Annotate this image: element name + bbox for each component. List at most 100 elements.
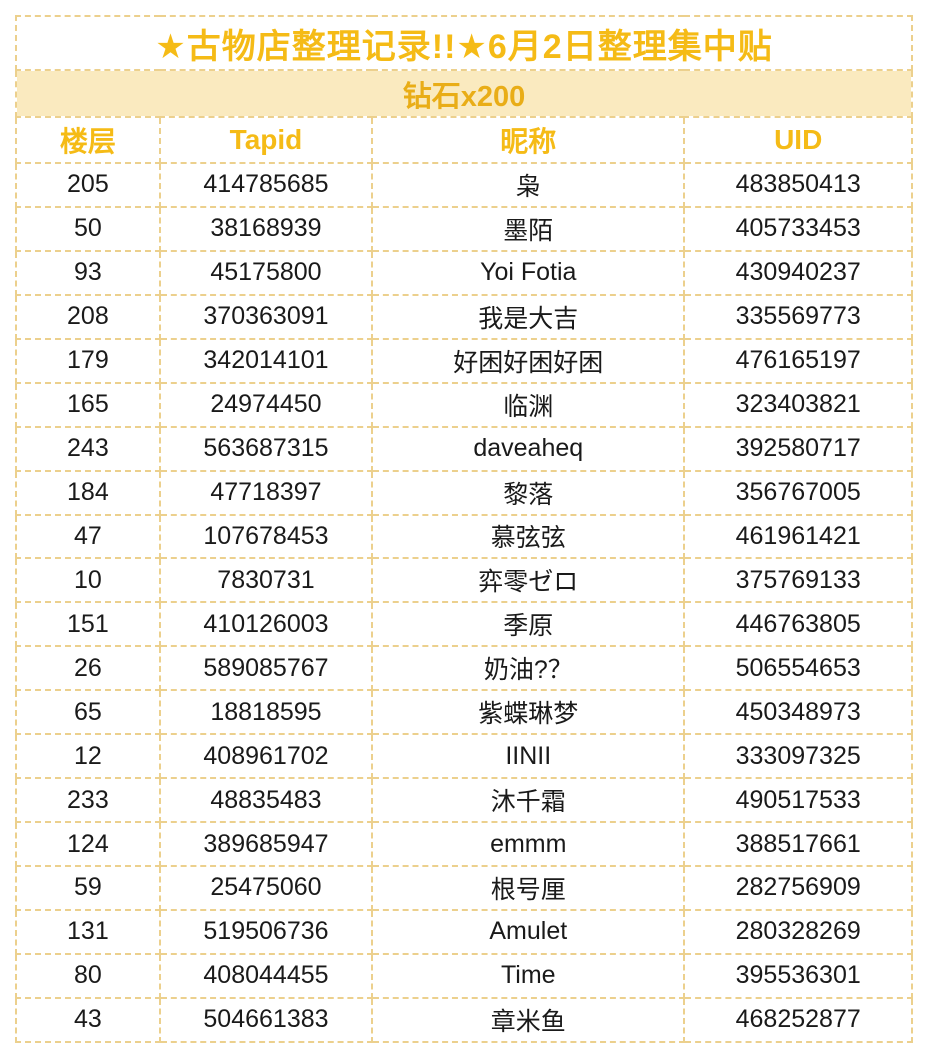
tapid-cell: 45175800 [158,249,374,296]
tapid-cell: 589085767 [158,645,374,692]
floor-cell: 93 [15,249,161,296]
uid-cell: 405733453 [683,205,913,252]
uid-cell: 375769133 [683,557,913,604]
floor-cell: 10 [15,557,161,604]
reward-banner-row: 钻石x200 [15,69,913,118]
table-row: 243 563687315 daveaheq 392580717 [15,425,913,472]
floor-cell: 50 [15,205,161,252]
nickname-cell: 根号厘 [371,865,686,911]
floor-cell: 43 [15,996,161,1044]
nickname-cell: 季原 [371,601,686,648]
table-row: 184 47718397 黎落 356767005 [15,469,913,516]
tapid-cell: 389685947 [158,821,374,867]
nickname-cell: 紫蝶琳梦 [371,689,686,736]
nickname-cell: Amulet [371,908,686,955]
floor-cell: 65 [15,689,161,736]
nickname-cell: daveaheq [371,425,686,472]
uid-cell: 446763805 [683,601,913,648]
title-row: ★古物店整理记录!!★6月2日整理集中贴 [15,15,913,71]
floor-cell: 208 [15,293,161,340]
col-header-tapid: Tapid [158,116,374,164]
table-row: 179 342014101 好困好困好困 476165197 [15,337,913,384]
col-header-floor: 楼层 [15,116,161,164]
floor-cell: 26 [15,645,161,692]
floor-cell: 59 [15,865,161,911]
uid-cell: 490517533 [683,777,913,824]
record-table: ★古物店整理记录!!★6月2日整理集中贴 钻石x200 楼层 Tapid 昵称 … [15,15,913,1044]
table-row: 165 24974450 临渊 323403821 [15,381,913,428]
uid-cell: 476165197 [683,337,913,384]
tapid-cell: 48835483 [158,777,374,824]
uid-cell: 282756909 [683,865,913,911]
tapid-cell: 342014101 [158,337,374,384]
table-row: 59 25475060 根号厘 282756909 [15,865,913,911]
nickname-cell: 我是大吉 [371,293,686,340]
tapid-cell: 38168939 [158,205,374,252]
tapid-cell: 414785685 [158,162,374,208]
nickname-cell: IINII [371,733,686,780]
record-sheet: ★古物店整理记录!!★6月2日整理集中贴 钻石x200 楼层 Tapid 昵称 … [15,15,913,1044]
uid-cell: 392580717 [683,425,913,472]
uid-cell: 395536301 [683,952,913,999]
table-row: 47 107678453 慕弦弦 461961421 [15,513,913,560]
table-row: 43 504661383 章米鱼 468252877 [15,996,913,1044]
table-row: 65 18818595 紫蝶琳梦 450348973 [15,689,913,736]
floor-cell: 131 [15,908,161,955]
table-row: 205 414785685 枭 483850413 [15,162,913,208]
tapid-cell: 504661383 [158,996,374,1044]
table-row: 80 408044455 Time 395536301 [15,952,913,999]
table-row: 151 410126003 季原 446763805 [15,601,913,648]
floor-cell: 205 [15,162,161,208]
nickname-cell: 枭 [371,162,686,208]
nickname-cell: 临渊 [371,381,686,428]
nickname-cell: Yoi Fotia [371,249,686,296]
uid-cell: 280328269 [683,908,913,955]
floor-cell: 47 [15,513,161,560]
tapid-cell: 410126003 [158,601,374,648]
table-row: 50 38168939 墨陌 405733453 [15,205,913,252]
table-row: 10 7830731 弈零ゼロ 375769133 [15,557,913,604]
tapid-cell: 563687315 [158,425,374,472]
floor-cell: 243 [15,425,161,472]
nickname-cell: 慕弦弦 [371,513,686,560]
uid-cell: 506554653 [683,645,913,692]
nickname-cell: Time [371,952,686,999]
floor-cell: 124 [15,821,161,867]
table-row: 124 389685947 emmm 388517661 [15,821,913,867]
table-row: 12 408961702 IINII 333097325 [15,733,913,780]
tapid-cell: 107678453 [158,513,374,560]
tapid-cell: 24974450 [158,381,374,428]
tapid-cell: 408044455 [158,952,374,999]
table-row: 208 370363091 我是大吉 335569773 [15,293,913,340]
uid-cell: 388517661 [683,821,913,867]
tapid-cell: 18818595 [158,689,374,736]
uid-cell: 333097325 [683,733,913,780]
table-row: 93 45175800 Yoi Fotia 430940237 [15,249,913,296]
tapid-cell: 47718397 [158,469,374,516]
nickname-cell: 墨陌 [371,205,686,252]
floor-cell: 184 [15,469,161,516]
floor-cell: 80 [15,952,161,999]
table-body: 205 414785685 枭 483850413 50 38168939 墨陌 405733… [15,162,913,1044]
reward-banner: 钻石x200 [15,69,913,118]
tapid-cell: 25475060 [158,865,374,911]
uid-cell: 335569773 [683,293,913,340]
nickname-cell: emmm [371,821,686,867]
nickname-cell: 章米鱼 [371,996,686,1044]
nickname-cell: 弈零ゼロ [371,557,686,604]
table-row: 26 589085767 奶油?？ 506554653 [15,645,913,692]
floor-cell: 233 [15,777,161,824]
page-title: ★古物店整理记录!!★6月2日整理集中贴 [15,15,913,71]
tapid-cell: 408961702 [158,733,374,780]
floor-cell: 151 [15,601,161,648]
tapid-cell: 7830731 [158,557,374,604]
col-header-uid: UID [683,116,913,164]
tapid-cell: 370363091 [158,293,374,340]
floor-cell: 165 [15,381,161,428]
col-header-nickname: 昵称 [371,116,686,164]
tapid-cell: 519506736 [158,908,374,955]
uid-cell: 450348973 [683,689,913,736]
nickname-cell: 好困好困好困 [371,337,686,384]
uid-cell: 323403821 [683,381,913,428]
uid-cell: 430940237 [683,249,913,296]
